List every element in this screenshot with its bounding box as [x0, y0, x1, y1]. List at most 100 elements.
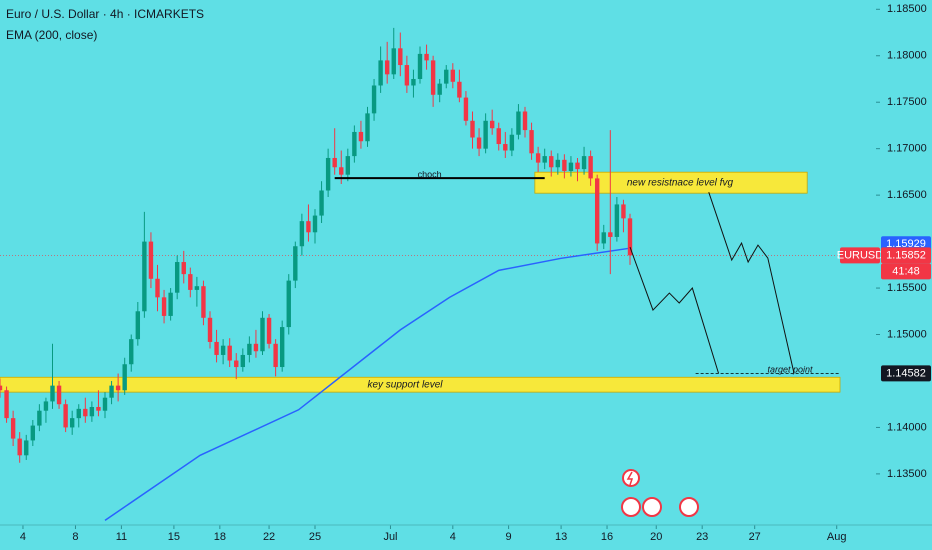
candle-body — [279, 327, 285, 368]
candle-body — [627, 218, 633, 256]
candle-body — [621, 204, 626, 219]
candle-body — [450, 69, 456, 82]
chart-title: Euro / U.S. Dollar · 4h · ICMARKETS — [6, 7, 204, 21]
candle-body — [148, 241, 154, 279]
x-tick-label: 23 — [696, 531, 708, 543]
candle-body — [17, 438, 22, 456]
candle-body — [306, 221, 311, 233]
candle-body — [529, 130, 534, 154]
zone-label: new resistnace level fvg — [627, 177, 734, 188]
candle-body — [483, 120, 488, 149]
candle-body — [339, 167, 344, 175]
x-tick-label: Aug — [827, 531, 847, 543]
candle-body — [142, 241, 147, 312]
price-badge-bg — [881, 247, 931, 264]
candle-body — [575, 162, 580, 170]
candle-body — [174, 262, 180, 293]
candle-body — [516, 111, 521, 135]
candle-body — [168, 292, 173, 316]
price-badge: 1.15852 — [886, 249, 926, 261]
candle-body — [89, 406, 95, 417]
indicator-legend: EMA (200, close) — [6, 28, 97, 42]
candle-body — [56, 385, 62, 405]
candle-body — [293, 246, 298, 281]
event-icon[interactable] — [679, 497, 699, 517]
candle-body — [365, 113, 370, 142]
candle-body — [102, 397, 108, 411]
x-tick-label: 25 — [309, 531, 321, 543]
candle-body — [247, 343, 252, 355]
candle-body — [404, 65, 410, 86]
candle-body — [220, 345, 226, 355]
candle-body — [437, 83, 442, 95]
candle-body — [319, 190, 324, 216]
candle-body — [155, 278, 160, 298]
candle-body — [476, 137, 482, 149]
y-tick-label: 1.18500 — [887, 3, 927, 15]
zone-label: key support level — [367, 379, 443, 390]
candle-body — [325, 157, 331, 191]
candle-body — [214, 341, 219, 355]
symbol-badge-bg — [840, 247, 880, 264]
candle-body — [273, 343, 278, 368]
candle-body — [535, 153, 541, 163]
candle-body — [83, 408, 88, 417]
candle-body — [240, 354, 246, 368]
candle-body — [96, 406, 101, 411]
candle-body — [608, 232, 613, 237]
candle-body — [430, 60, 436, 95]
candle-body — [411, 78, 416, 86]
event-icon[interactable] — [622, 469, 640, 487]
candle-body — [135, 311, 141, 340]
icon-glyph — [626, 471, 634, 486]
candle-body — [10, 418, 16, 439]
x-tick-label: 9 — [506, 531, 512, 543]
zone — [0, 376, 841, 393]
candle-body — [194, 286, 200, 290]
event-icon[interactable] — [621, 497, 641, 517]
x-tick-label: 13 — [555, 531, 567, 543]
candle-body — [371, 85, 377, 114]
candle-body — [594, 178, 600, 244]
candle-body — [444, 69, 449, 84]
x-tick-label: 27 — [749, 531, 761, 543]
candle-body — [417, 53, 423, 79]
candle-body — [260, 317, 265, 352]
candle-body — [424, 53, 429, 61]
y-tick-label: 1.16500 — [887, 189, 927, 201]
candle-body — [345, 156, 351, 175]
event-icon[interactable] — [642, 497, 662, 517]
y-tick-label: 1.18000 — [887, 50, 927, 62]
projection-path — [629, 246, 720, 374]
y-tick-label: 1.15000 — [887, 328, 927, 340]
candle-body — [109, 385, 114, 398]
candle-body — [63, 404, 68, 428]
countdown-badge: 41:48 — [892, 265, 920, 277]
candle-body — [266, 317, 272, 344]
candle-body — [509, 134, 515, 151]
ema-line — [104, 247, 631, 521]
x-tick-label: 4 — [450, 531, 456, 543]
candle-body — [299, 221, 305, 247]
candle-body — [568, 162, 574, 171]
candle-body — [549, 156, 554, 168]
countdown-badge-bg — [881, 263, 931, 280]
event-icons — [621, 469, 699, 517]
candle-body — [286, 280, 291, 328]
candle-body — [588, 156, 593, 179]
y-tick-label: 1.17000 — [887, 143, 927, 155]
candle-body — [332, 157, 337, 168]
symbol-badge: EURUSD — [837, 249, 884, 261]
candle-body — [227, 345, 232, 361]
x-tick-label: 22 — [263, 531, 275, 543]
candle-body — [457, 81, 462, 98]
candle-body — [30, 425, 36, 441]
ema-badge: 1.15929 — [886, 238, 926, 250]
candle-body — [581, 156, 587, 170]
x-tick-label: 16 — [601, 531, 613, 543]
y-tick-label: 1.15500 — [887, 282, 927, 294]
candle-body — [50, 385, 55, 402]
candle-body — [129, 339, 134, 365]
target-badge-bg — [881, 365, 931, 382]
